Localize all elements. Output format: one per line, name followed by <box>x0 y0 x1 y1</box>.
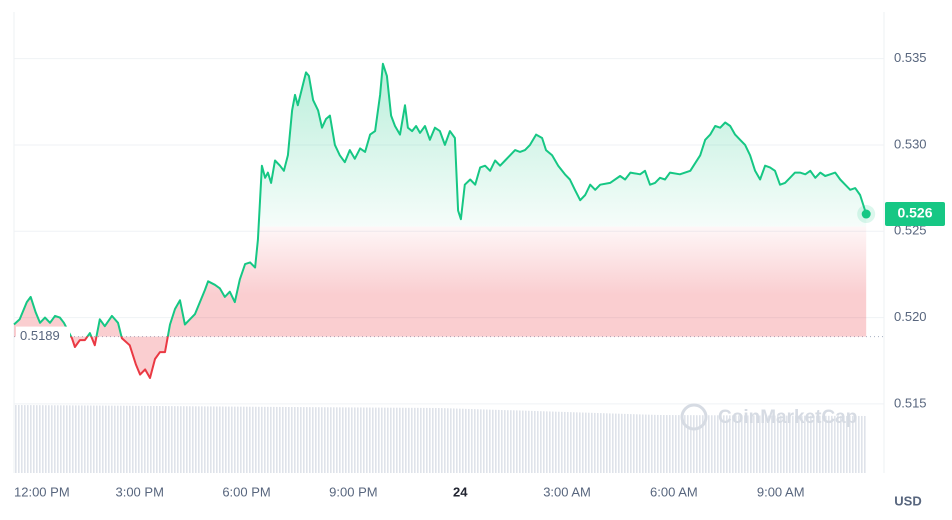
price-line <box>13 62 868 379</box>
x-tick-label: 6:00 AM <box>650 484 698 499</box>
x-tick-label: 12:00 PM <box>14 484 70 499</box>
y-tick-label: 0.515 <box>894 395 927 410</box>
last-point <box>861 209 871 219</box>
x-tick-label: 3:00 PM <box>115 484 163 499</box>
x-tick-label: 6:00 PM <box>222 484 270 499</box>
y-tick-label: 0.530 <box>894 136 927 151</box>
y-tick-label: 0.520 <box>894 309 927 324</box>
x-tick-label: 9:00 PM <box>329 484 377 499</box>
area <box>14 63 867 379</box>
marks <box>13 62 884 379</box>
y-tick-label: 0.535 <box>894 50 927 65</box>
price-tag <box>885 202 945 227</box>
y-tick-label: 0.525 <box>894 223 927 238</box>
watermark-logo <box>680 403 708 431</box>
price-tag-label: 0.526 <box>897 205 932 221</box>
x-tick-label: 3:00 AM <box>543 484 591 499</box>
volume-strip <box>14 405 867 473</box>
watermark: CoinMarketCap <box>718 407 857 428</box>
baseline-label: 0.5189 <box>20 328 60 343</box>
y-axis-unit: USD <box>894 493 921 508</box>
x-tick-label: 24 <box>453 484 468 499</box>
baseline-tag <box>16 326 70 347</box>
x-tick-label: 9:00 AM <box>757 484 805 499</box>
labels: 0.515 0.520 0.525 0.530 0.535 12:00 PM 3:00 PM… <box>14 50 945 499</box>
